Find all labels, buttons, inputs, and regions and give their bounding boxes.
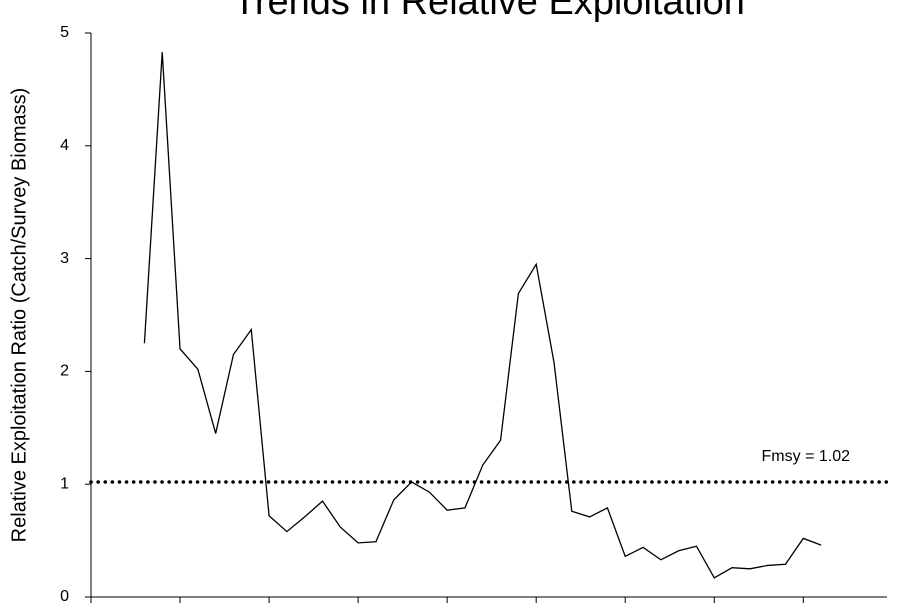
data-line	[143, 52, 822, 579]
chart-title: Trends in Relative Exploitation	[233, 0, 745, 23]
y-tick-label: 5	[60, 24, 69, 41]
y-axis-label: Relative Exploitation Ratio (Catch/Surve…	[8, 88, 30, 543]
y-tick-label: 3	[60, 250, 69, 267]
y-tick-label: 1	[60, 475, 69, 492]
reference-label: Fmsy = 1.02	[762, 448, 851, 465]
y-tick-label: 4	[60, 137, 69, 154]
y-tick-label: 0	[60, 588, 69, 605]
y-tick-label: 2	[60, 363, 69, 380]
